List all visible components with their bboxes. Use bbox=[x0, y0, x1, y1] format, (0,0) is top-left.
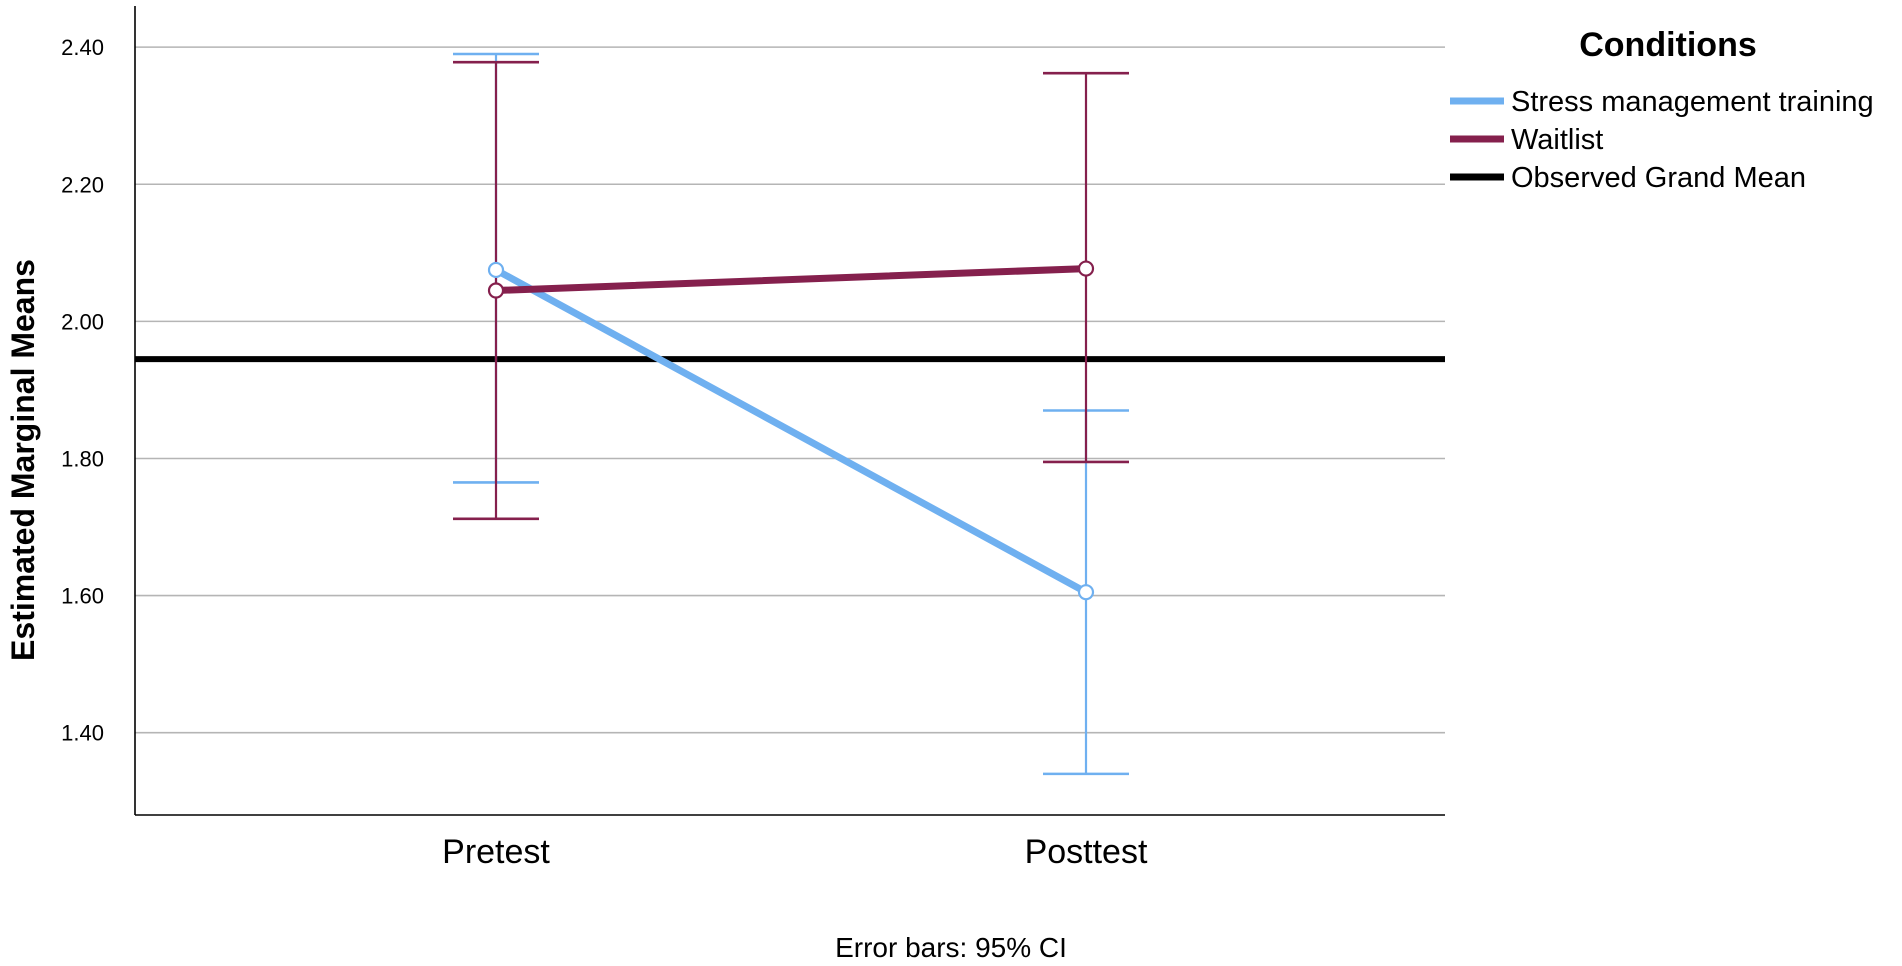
y-tick-label: 2.40 bbox=[61, 35, 104, 60]
data-point-marker bbox=[1077, 260, 1095, 277]
series-lines bbox=[487, 260, 1095, 601]
legend: Conditions Stress management training Wai… bbox=[1450, 26, 1874, 194]
y-tick-label: 1.80 bbox=[61, 446, 104, 471]
x-tick-labels: Pretest Posttest bbox=[442, 833, 1148, 871]
y-axis-label: Estimated Marginal Means bbox=[5, 259, 41, 661]
y-tick-label: 1.60 bbox=[61, 584, 104, 609]
x-tick-label: Pretest bbox=[442, 833, 550, 871]
legend-label: Waitlist bbox=[1511, 124, 1603, 156]
legend-title: Conditions bbox=[1579, 26, 1757, 64]
legend-label: Observed Grand Mean bbox=[1511, 162, 1806, 194]
series-line bbox=[492, 265, 1090, 295]
data-point-marker bbox=[1077, 584, 1095, 601]
legend-label: Stress management training bbox=[1511, 86, 1874, 118]
error-bar-footnote: Error bars: 95% CI bbox=[835, 932, 1067, 963]
data-point-marker bbox=[487, 282, 505, 299]
gridlines bbox=[135, 46, 1445, 734]
legend-items: Stress management training Waitlist Observ… bbox=[1450, 86, 1874, 194]
y-tick-label: 2.20 bbox=[61, 172, 104, 197]
data-point-marker bbox=[487, 261, 505, 279]
y-tick-label: 2.00 bbox=[61, 309, 104, 334]
x-tick-label: Posttest bbox=[1025, 833, 1148, 871]
series-line bbox=[492, 266, 1090, 596]
y-tick-label: 1.40 bbox=[61, 721, 104, 746]
y-tick-labels: 1.40 1.60 1.80 2.00 2.20 2.40 bbox=[61, 35, 104, 746]
error-bars bbox=[453, 52, 1129, 776]
axes bbox=[134, 6, 1445, 816]
